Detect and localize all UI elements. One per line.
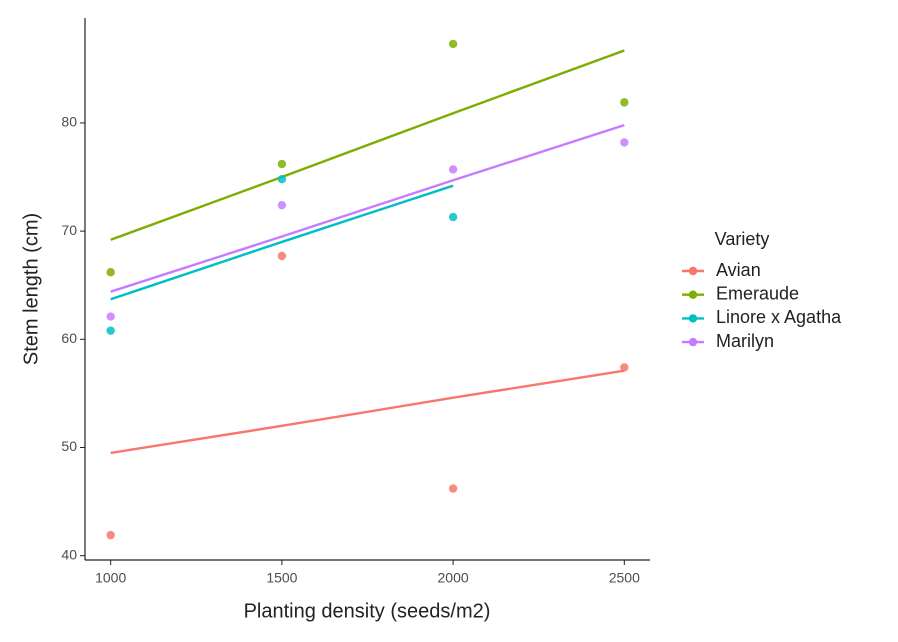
point — [277, 174, 287, 184]
legend-key-point — [688, 337, 698, 347]
y-axis-title: Stem length (cm) — [20, 213, 42, 365]
y-tick-label: 50 — [61, 438, 77, 454]
fit-line — [110, 123, 625, 293]
point — [277, 200, 287, 210]
point — [448, 212, 458, 222]
x-tick-label: 1000 — [95, 570, 126, 586]
point — [620, 363, 629, 372]
point — [448, 484, 458, 493]
legend-key-point — [688, 266, 698, 276]
point — [620, 138, 629, 147]
legend-key-point — [688, 314, 698, 323]
legend-label: Avian — [716, 260, 761, 280]
point — [106, 530, 115, 540]
point — [620, 98, 629, 107]
point — [277, 251, 287, 261]
fit-line — [110, 369, 625, 455]
legend-key-point — [688, 290, 698, 299]
point — [106, 268, 115, 277]
x-tick-label: 1500 — [266, 570, 297, 586]
point — [448, 165, 458, 174]
point — [448, 39, 458, 49]
legend-label: Linore x Agatha — [716, 307, 842, 327]
x-axis-title: Planting density (seeds/m2) — [244, 600, 491, 622]
fit-line — [110, 49, 625, 241]
fit-line — [110, 184, 454, 301]
y-tick-label: 70 — [61, 222, 77, 238]
legend-label: Emeraude — [716, 283, 799, 303]
point — [106, 326, 115, 335]
y-tick-label: 60 — [61, 330, 77, 346]
y-tick-label: 80 — [61, 114, 77, 130]
point — [277, 159, 287, 169]
legend-label: Marilyn — [716, 331, 774, 351]
y-tick-label: 40 — [61, 546, 77, 562]
legend-title: Variety — [715, 229, 770, 249]
x-tick-label: 2000 — [438, 570, 469, 586]
x-tick-label: 2500 — [609, 570, 640, 586]
point — [106, 312, 115, 321]
